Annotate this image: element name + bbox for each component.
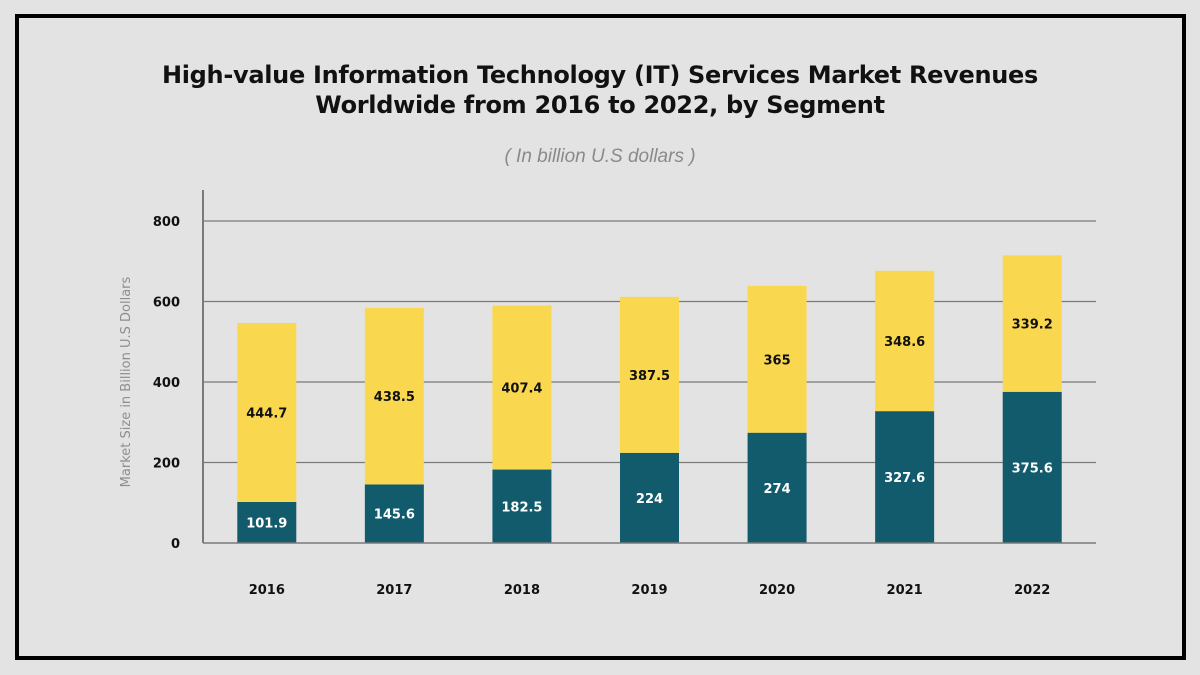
x-tick-label-2019: 2019 (631, 583, 667, 598)
data-label-2018-series-1: 182.5 (501, 500, 542, 515)
bar-2019-series-1 (620, 452, 679, 543)
y-tick-label-800: 800 (153, 215, 180, 230)
y-tick-label-400: 400 (153, 376, 180, 391)
bar-2017-series-1 (364, 484, 424, 543)
y-tick-label-600: 600 (153, 296, 180, 311)
data-label-2022-series-1: 375.6 (1012, 461, 1053, 476)
bar-2020-series-2 (747, 285, 807, 433)
data-label-2020-series-1: 274 (764, 482, 791, 497)
data-label-2017-series-1: 145.6 (374, 508, 415, 523)
x-tick-label-2022: 2022 (1014, 583, 1050, 598)
bar-2021-series-1 (875, 411, 935, 543)
x-tick-label-2018: 2018 (504, 583, 540, 598)
bar-2021-series-2 (875, 270, 935, 412)
data-label-2019-series-1: 224 (636, 492, 663, 507)
x-tick-label-2021: 2021 (887, 583, 923, 598)
y-axis-title: Market Size in Billion U.S Dollars (119, 276, 134, 487)
bar-2018-series-1 (492, 469, 552, 543)
bar-2016-series-1 (237, 501, 297, 543)
bar-2019-series-2 (620, 296, 679, 453)
chart-subtitle: ( In billion U.S dollars ) (504, 146, 696, 167)
data-label-2020-series-2: 365 (764, 353, 791, 368)
chart-title-line-2: Worldwide from 2016 to 2022, by Segment (315, 91, 885, 119)
y-tick-label-0: 0 (171, 537, 180, 552)
x-tick-label-2020: 2020 (759, 583, 795, 598)
data-label-2021-series-2: 348.6 (884, 335, 925, 350)
data-label-2016-series-1: 101.9 (246, 516, 287, 531)
chart-frame (15, 14, 1186, 660)
bar-2018-series-2 (492, 305, 552, 470)
bar-2016-series-2 (237, 322, 297, 502)
data-label-2022-series-2: 339.2 (1012, 318, 1053, 333)
bar-2022-series-2 (1002, 255, 1062, 392)
data-label-2021-series-1: 327.6 (884, 471, 925, 486)
bar-2017-series-2 (364, 307, 424, 485)
data-label-2016-series-2: 444.7 (246, 406, 287, 421)
axes (202, 190, 1096, 544)
bars (237, 255, 1062, 543)
data-label-2017-series-2: 438.5 (374, 390, 415, 405)
x-tick-label-2017: 2017 (376, 583, 412, 598)
bar-2022-series-1 (1002, 391, 1062, 543)
y-tick-label-200: 200 (153, 457, 180, 472)
x-tick-label-2016: 2016 (249, 583, 285, 598)
chart-title-line-1: High-value Information Technology (IT) S… (161, 61, 1039, 89)
data-label-2018-series-2: 407.4 (501, 382, 542, 397)
bar-2020-series-1 (747, 432, 807, 543)
data-label-2019-series-2: 387.5 (629, 369, 670, 384)
labels: 0 200 400 600 800 Market Size in Billion U.S … (119, 215, 1053, 598)
chart-title: High-value Information Technology (IT) S… (0, 60, 1200, 120)
